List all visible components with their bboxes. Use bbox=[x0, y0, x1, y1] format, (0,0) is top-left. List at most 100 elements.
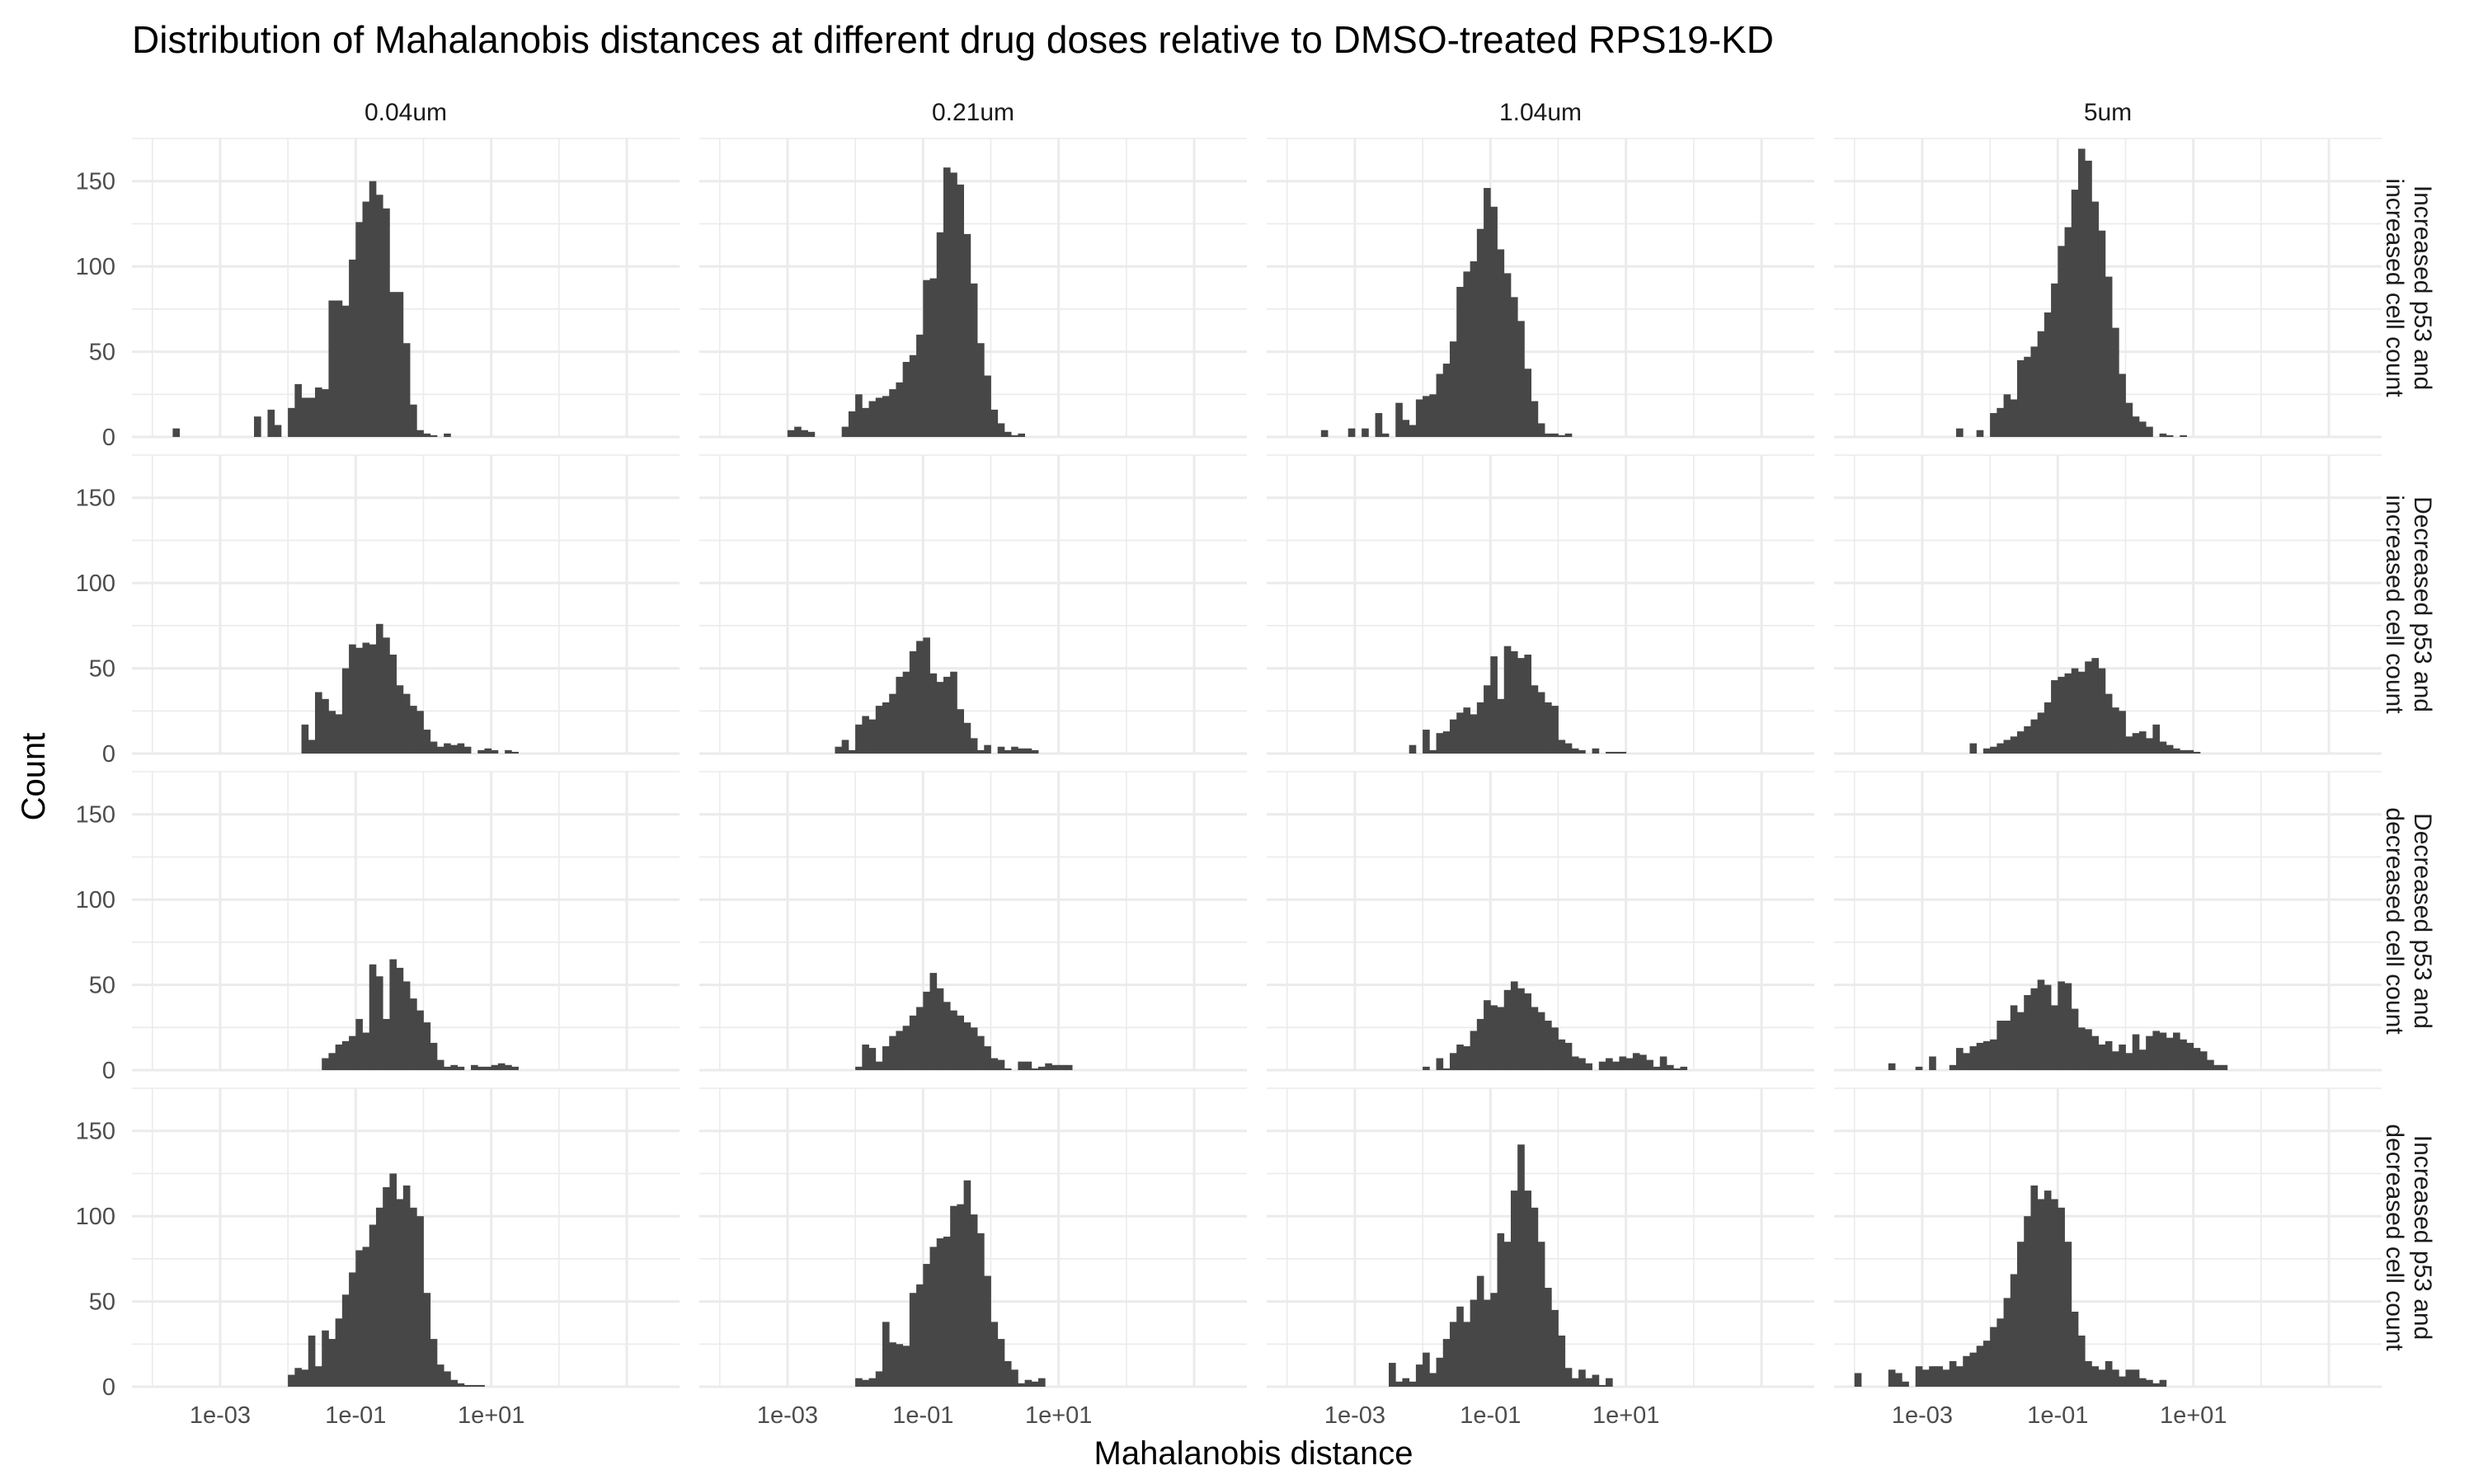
histogram-bar bbox=[1423, 730, 1430, 754]
facet-panel bbox=[1834, 1087, 2382, 1388]
histogram-bar bbox=[349, 644, 356, 754]
histogram-bar bbox=[505, 749, 512, 754]
x-tick-label: 1e+01 bbox=[458, 1402, 524, 1429]
histogram-bar bbox=[1470, 714, 1478, 754]
histogram-bar bbox=[2146, 1379, 2153, 1387]
histogram-bar bbox=[1449, 341, 1457, 437]
histogram-bar bbox=[308, 397, 316, 437]
histogram-bar bbox=[2132, 1369, 2140, 1387]
histogram-bar bbox=[1484, 1299, 1491, 1387]
histogram-bar bbox=[1045, 1063, 1052, 1070]
histogram-bar bbox=[2016, 359, 2025, 437]
histogram-bar bbox=[936, 682, 944, 754]
histogram-bar bbox=[335, 714, 343, 754]
histogram-bar bbox=[1612, 751, 1620, 754]
histogram-bar bbox=[457, 1383, 465, 1387]
histogram-bar bbox=[1415, 1364, 1423, 1387]
histogram-bar bbox=[862, 1044, 869, 1070]
histogram-bar bbox=[1558, 434, 1566, 437]
chart-title: Distribution of Mahalanobis distances at… bbox=[132, 18, 1774, 61]
histogram-bar bbox=[1423, 1352, 1430, 1387]
histogram-bar bbox=[1497, 1007, 1505, 1070]
histogram-bar bbox=[1065, 1064, 1073, 1070]
x-tick-label: 1e-01 bbox=[2027, 1402, 2088, 1429]
histogram-bar bbox=[1503, 646, 1512, 754]
histogram-bar bbox=[341, 305, 350, 437]
histogram-bar bbox=[1680, 1066, 1688, 1070]
histogram-bar bbox=[929, 973, 938, 1070]
histogram-bar bbox=[484, 1066, 492, 1070]
histogram-bar bbox=[875, 1061, 883, 1070]
histogram-bar bbox=[970, 1214, 978, 1387]
histogram-bar bbox=[1470, 1299, 1478, 1387]
histogram-bar bbox=[1436, 1357, 1444, 1387]
histogram-bar bbox=[848, 411, 856, 437]
histogram-bar bbox=[1429, 394, 1437, 437]
histogram-bar bbox=[1976, 1345, 1984, 1387]
histogram-bar bbox=[2091, 1036, 2100, 1070]
histogram-bar bbox=[963, 1180, 971, 1387]
histogram-bar bbox=[1531, 1007, 1539, 1070]
histogram-bar bbox=[1659, 1056, 1667, 1070]
histogram-bar bbox=[477, 1384, 485, 1387]
histogram-bar bbox=[477, 749, 485, 754]
histogram-bar bbox=[2037, 331, 2045, 437]
histogram-bar bbox=[2180, 749, 2187, 754]
histogram-bar bbox=[1531, 401, 1539, 437]
y-tick-label: 0 bbox=[102, 1058, 115, 1084]
histogram-bar bbox=[1038, 1378, 1046, 1387]
histogram-bar bbox=[301, 724, 309, 754]
histogram-bar bbox=[2024, 1216, 2031, 1387]
histogram-bar bbox=[1503, 273, 1512, 437]
histogram-bar bbox=[375, 195, 383, 437]
y-tick-label: 0 bbox=[102, 1374, 115, 1401]
histogram-bar bbox=[423, 1022, 431, 1070]
histogram-bar bbox=[349, 259, 356, 437]
histogram-bar bbox=[997, 1339, 1005, 1387]
histogram-bar bbox=[362, 201, 370, 438]
histogram-bar bbox=[2220, 1064, 2228, 1070]
histogram-bar bbox=[1517, 658, 1525, 754]
histogram-bar bbox=[1969, 743, 1978, 754]
histogram-bar bbox=[2213, 1064, 2221, 1070]
histogram-bar bbox=[1619, 1056, 1627, 1070]
histogram-bar bbox=[1497, 698, 1505, 754]
histogram-bar bbox=[1423, 396, 1430, 437]
histogram-bar bbox=[1990, 1327, 1997, 1387]
histogram-bar bbox=[1456, 1306, 1464, 1387]
histogram-bar bbox=[916, 641, 924, 754]
histogram-bar bbox=[2030, 719, 2039, 754]
histogram-series bbox=[855, 973, 1073, 1070]
histogram-series bbox=[1956, 148, 2187, 438]
histogram-bar bbox=[1348, 428, 1356, 437]
histogram-bar bbox=[484, 748, 492, 754]
histogram-bar bbox=[990, 409, 999, 437]
histogram-bar bbox=[1484, 187, 1491, 438]
histogram-bar bbox=[929, 278, 938, 437]
histogram-bar bbox=[2077, 1027, 2086, 1070]
facet-column-label: 5um bbox=[2084, 99, 2132, 126]
histogram-bar bbox=[2030, 988, 2039, 1070]
histogram-bar bbox=[801, 430, 808, 437]
histogram-bar bbox=[1902, 1381, 1909, 1387]
histogram-bar bbox=[2091, 1366, 2100, 1387]
histogram-bar bbox=[274, 425, 282, 437]
histogram-bar bbox=[889, 1342, 896, 1387]
y-tick-label: 100 bbox=[76, 1204, 115, 1230]
histogram-bar bbox=[1935, 1366, 1943, 1387]
histogram-bar bbox=[1997, 407, 2004, 437]
histogram-bar bbox=[2112, 327, 2119, 437]
histogram-bar bbox=[1415, 399, 1423, 437]
histogram-bar bbox=[835, 746, 843, 754]
histogram-bar bbox=[963, 233, 971, 437]
histogram-bar bbox=[1915, 1366, 1923, 1387]
y-tick-label: 50 bbox=[89, 973, 115, 999]
histogram-bar bbox=[463, 1384, 472, 1387]
histogram-bar bbox=[1004, 1360, 1012, 1387]
facet-row-label: Decreased p53 andincreased cell count bbox=[2381, 495, 2436, 714]
histogram-bar bbox=[1402, 420, 1410, 437]
histogram-bar bbox=[2016, 1242, 2025, 1387]
histogram-bar bbox=[1442, 731, 1451, 754]
histogram-bar bbox=[943, 1236, 951, 1387]
